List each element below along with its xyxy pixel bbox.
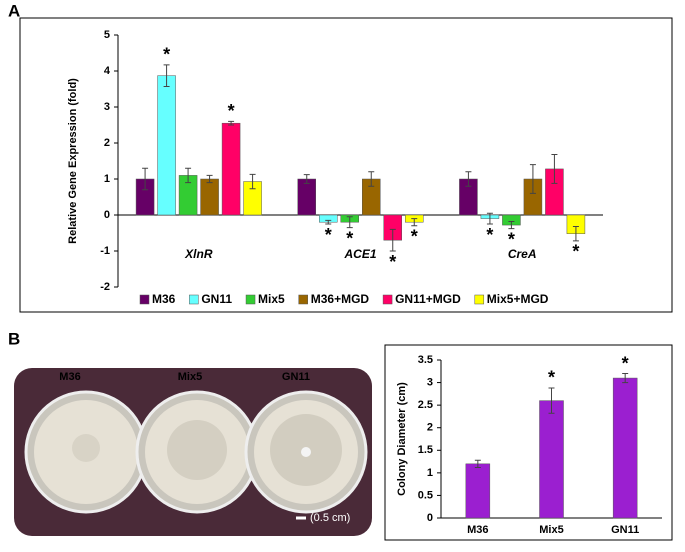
x-tick-label: XlnR — [184, 247, 213, 261]
legend-swatch — [139, 294, 150, 305]
legend-swatch — [474, 294, 485, 305]
significance-label: * — [228, 101, 235, 121]
y-tick-label: 5 — [104, 29, 110, 41]
petri-dishes — [24, 390, 368, 520]
error-bar — [185, 167, 192, 184]
error-bar — [572, 226, 579, 242]
significance-label: * — [163, 45, 170, 65]
bar — [539, 400, 564, 519]
error-bar — [249, 173, 256, 190]
panel-a-frame — [19, 17, 673, 313]
error-bar — [163, 64, 170, 87]
error-bar — [368, 171, 375, 187]
error-bar — [206, 174, 213, 184]
y-tick-label: 3.5 — [418, 354, 433, 366]
error-bar — [486, 212, 493, 225]
panel-label: A — [8, 1, 20, 20]
y-tick-label: 1 — [427, 467, 433, 479]
photo-label: Mix5 — [178, 371, 202, 383]
error-bar — [548, 387, 555, 414]
y-tick-label: 1 — [104, 173, 110, 185]
bar — [157, 75, 176, 216]
legend-swatch — [245, 294, 256, 305]
photo-label: M36 — [59, 371, 80, 383]
x-tick-label: Mix5 — [539, 524, 563, 536]
significance-label: * — [346, 228, 353, 248]
significance-label: * — [622, 353, 629, 373]
error-bar — [529, 164, 536, 194]
significance-label: * — [411, 227, 418, 247]
legend-label: GN11 — [201, 292, 232, 306]
bar — [297, 178, 316, 216]
x-tick-label: ACE1 — [343, 247, 376, 261]
bar — [200, 178, 219, 216]
y-axis-label: Colony Diameter (cm) — [396, 382, 408, 496]
bar — [612, 377, 638, 519]
panel-b-frame — [384, 344, 673, 541]
significance-label: * — [325, 225, 332, 245]
y-tick-label: 2 — [104, 137, 110, 149]
legend-label: Mix5+MGD — [487, 292, 549, 306]
scale-label: (0.5 cm) — [310, 512, 350, 524]
error-bar — [622, 373, 629, 384]
error-bar — [142, 167, 149, 191]
bar — [221, 122, 241, 216]
y-tick-label: 3 — [104, 101, 110, 113]
error-bar — [325, 219, 332, 225]
error-bar — [303, 174, 310, 184]
bar — [465, 463, 491, 519]
legend-swatch — [189, 294, 199, 305]
error-bar — [465, 171, 472, 187]
legend-swatch — [298, 294, 308, 305]
significance-label: * — [389, 252, 396, 272]
y-tick-label: 4 — [104, 65, 111, 77]
legend-label: GN11+MGD — [395, 292, 461, 306]
significance-label: * — [486, 225, 493, 245]
y-tick-label: 2.5 — [418, 399, 433, 411]
y-axis-label: Relative Gene Expression (fold) — [67, 78, 79, 244]
y-tick-label: -1 — [100, 245, 110, 257]
y-tick-label: 1.5 — [418, 444, 433, 456]
error-bar — [389, 228, 396, 252]
legend-label: Mix5 — [258, 292, 285, 306]
legend-swatch — [382, 294, 393, 305]
error-bar — [411, 218, 418, 227]
y-tick-label: 0.5 — [418, 489, 433, 501]
significance-label: * — [572, 242, 579, 262]
y-tick-label: 2 — [427, 422, 433, 434]
y-tick-label: 0 — [427, 512, 433, 524]
error-bar — [551, 154, 558, 184]
significance-label: * — [508, 229, 515, 249]
legend-label: M36 — [152, 292, 176, 306]
y-tick-label: 3 — [427, 376, 433, 388]
x-tick-label: CreA — [508, 247, 537, 261]
photo-label: GN11 — [282, 371, 310, 383]
error-bar — [508, 220, 515, 230]
error-bar — [474, 459, 481, 468]
x-tick-label: GN11 — [611, 524, 639, 536]
panel-label: B — [8, 329, 20, 348]
error-bar — [346, 216, 353, 229]
x-tick-label: M36 — [467, 524, 488, 536]
y-tick-label: -2 — [100, 281, 110, 293]
legend-label: M36+MGD — [311, 292, 370, 306]
error-bar — [228, 120, 235, 126]
significance-label: * — [548, 368, 555, 388]
y-tick-label: 0 — [104, 209, 110, 221]
